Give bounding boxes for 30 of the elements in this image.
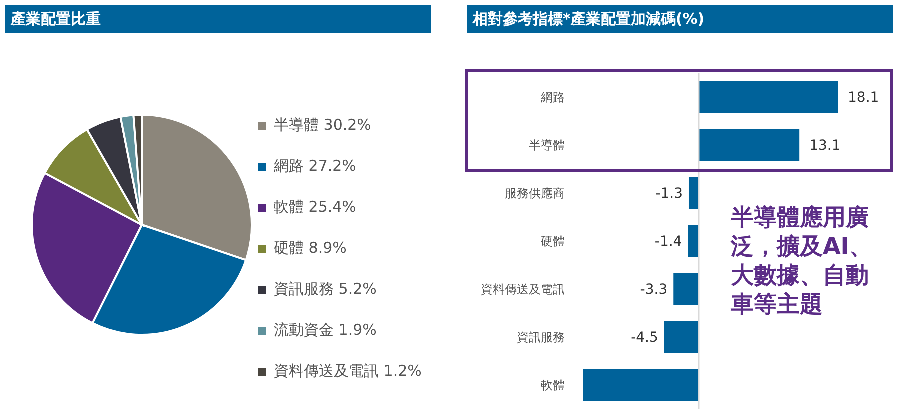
data-label: 1.9% (338, 321, 377, 339)
data-label: -1.4 (654, 234, 682, 250)
y-tick-label: 軟體 (541, 378, 565, 392)
legend-label: 網路 (274, 157, 304, 175)
y-tick-label: 服務供應商 (505, 186, 565, 200)
legend-label: 流動資金 (274, 321, 334, 339)
legend-label: 半導體 (274, 116, 319, 134)
legend-label: 硬體 (274, 239, 304, 257)
data-label: -1.3 (656, 186, 683, 202)
data-label: -3.3 (640, 282, 668, 298)
data-label: 5.2% (338, 280, 377, 298)
y-tick-label: 硬體 (541, 234, 565, 248)
y-tick-label: 半導體 (529, 138, 565, 152)
y-tick-label: 資訊服務 (517, 330, 565, 344)
data-label: 25.4% (308, 198, 356, 216)
y-tick-label: 網路 (540, 90, 565, 104)
data-label: 8.9% (308, 239, 347, 257)
legend-label: 資料傳送及電訊 (274, 362, 379, 380)
annotation: 半導體應用廣泛，擴及AI、大數據、自動車等主題 (731, 204, 874, 320)
data-label: 13.1 (810, 138, 841, 154)
legend-label: 資訊服務 (274, 280, 334, 298)
legend-label: 軟體 (274, 198, 304, 216)
data-label: 1.2% (384, 362, 422, 380)
data-label: 30.2% (324, 116, 372, 134)
y-tick-label: 資料傳送及電訊 (481, 282, 565, 296)
data-label: 27.2% (308, 157, 356, 175)
data-label: 18.1 (848, 90, 880, 106)
chart-title: 相對參考指標*產業配置加減碼(%) (467, 5, 893, 33)
data-label: -4.5 (631, 330, 658, 346)
chart-title: 產業配置比重 (5, 5, 431, 33)
